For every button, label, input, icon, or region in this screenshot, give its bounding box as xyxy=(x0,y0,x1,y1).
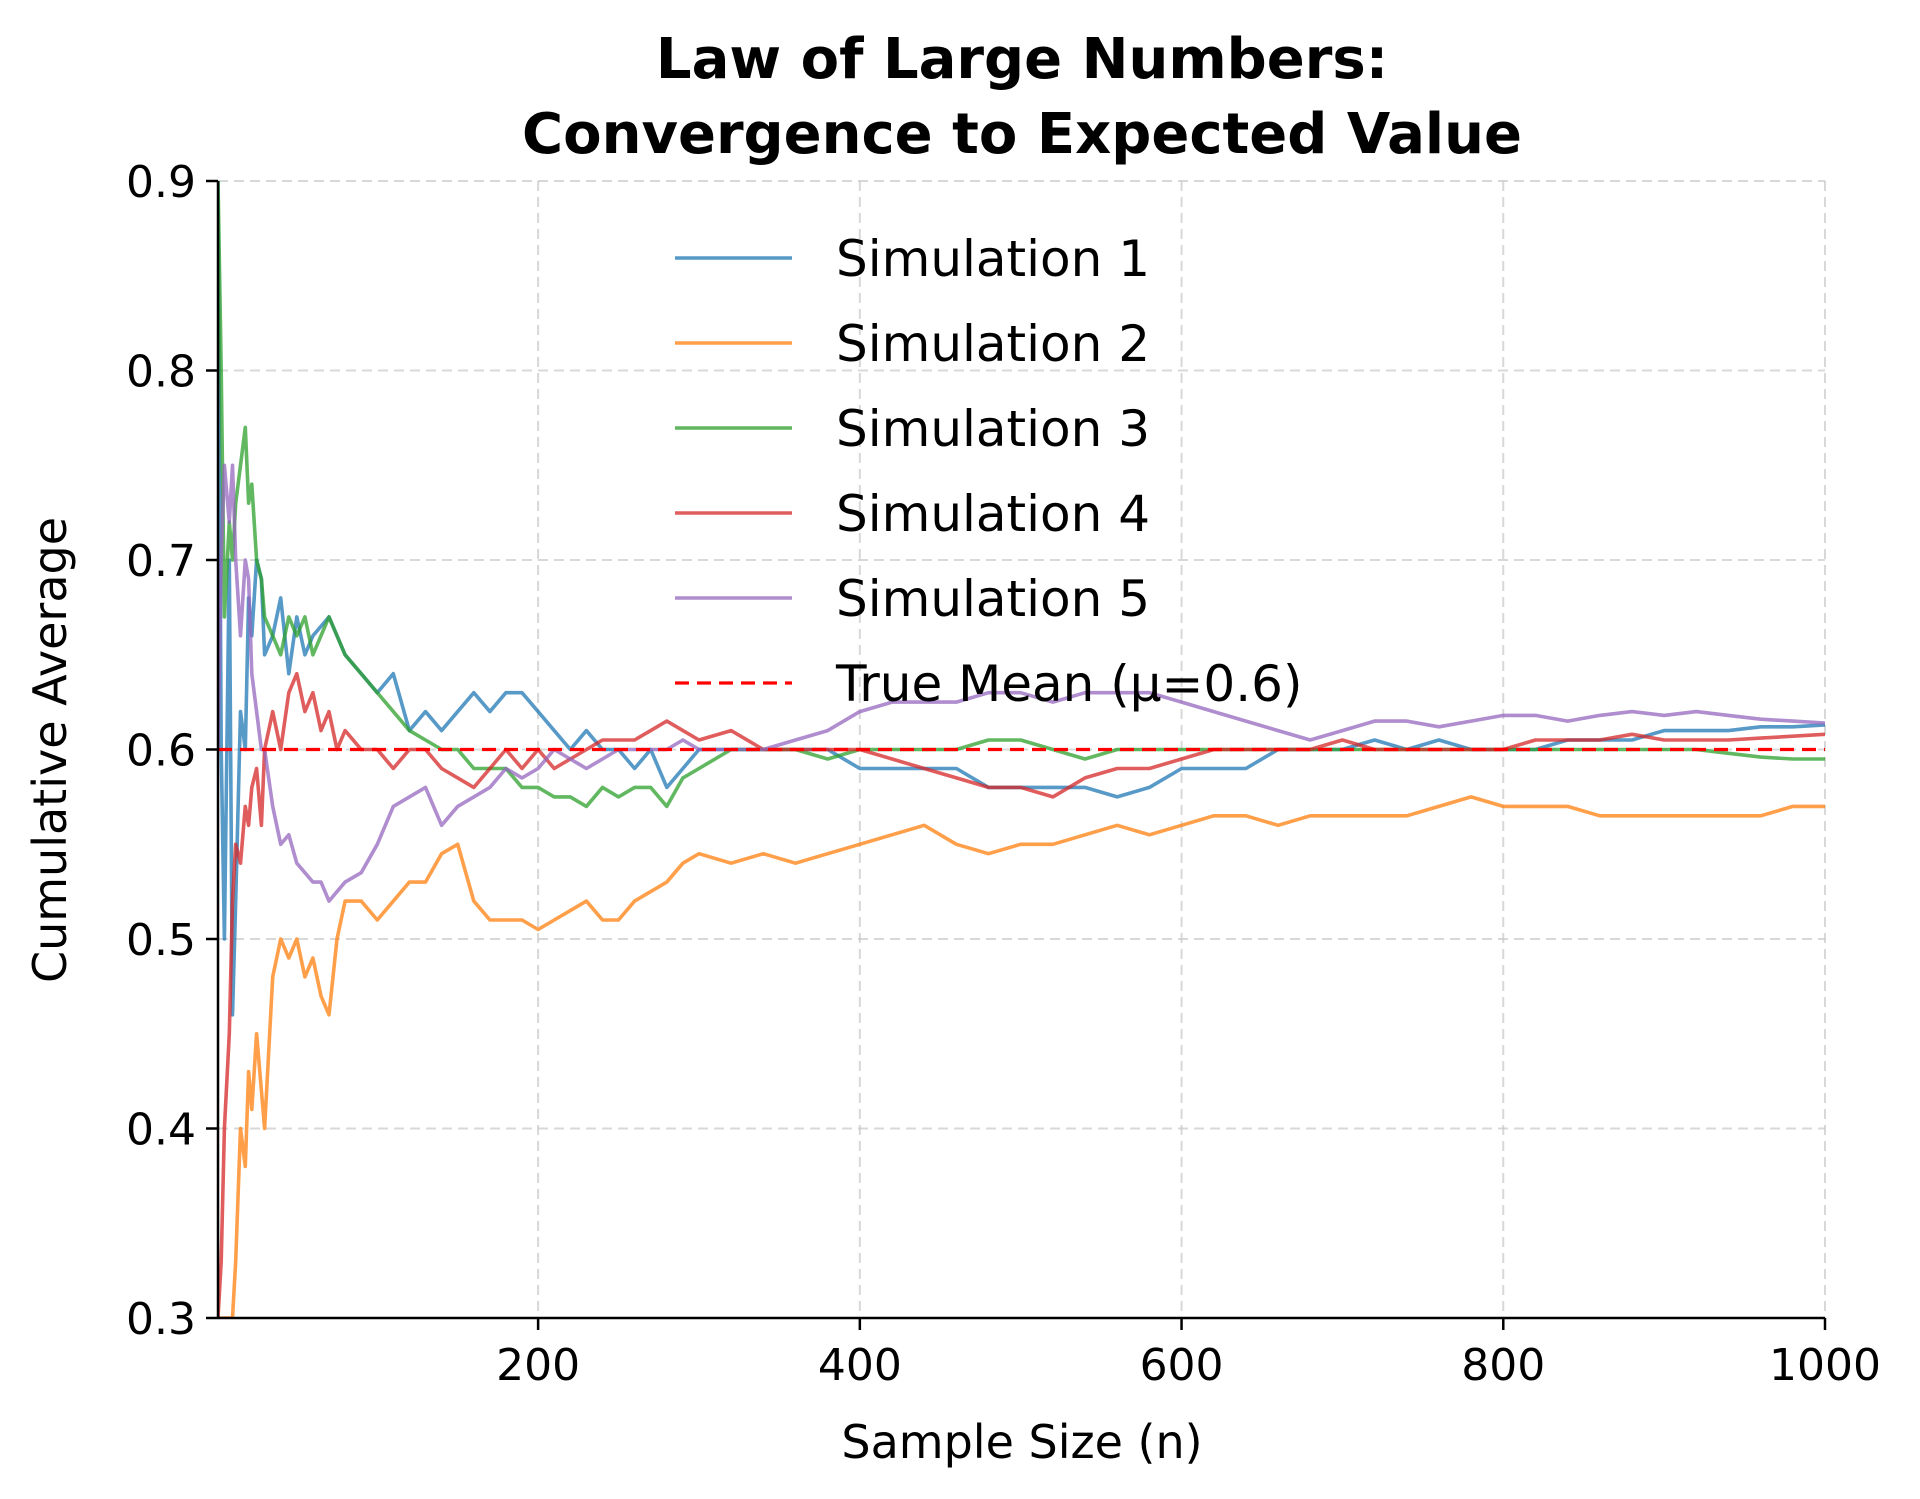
legend-label: Simulation 5 xyxy=(836,570,1150,628)
y-tick-label: 0.3 xyxy=(126,1294,196,1345)
y-tick-label: 0.5 xyxy=(126,915,196,966)
y-tick-label: 0.9 xyxy=(126,157,196,208)
legend-label: True Mean (μ=0.6) xyxy=(835,655,1302,713)
x-axis-label: Sample Size (n) xyxy=(841,1415,1202,1469)
x-tick-label: 400 xyxy=(818,1340,902,1391)
chart-title-line-1: Law of Large Numbers: xyxy=(656,27,1388,92)
legend: Simulation 1 Simulation 2 Simulation 3 Simu… xyxy=(675,230,1302,713)
y-tick-label: 0.4 xyxy=(126,1105,196,1156)
x-tick-label: 200 xyxy=(496,1340,580,1391)
x-tick-label: 600 xyxy=(1140,1340,1224,1391)
y-tick-label: 0.8 xyxy=(126,347,196,398)
legend-label: Simulation 2 xyxy=(836,315,1150,373)
series-line-simulation-4 xyxy=(218,671,1825,1318)
chart-title-line-2: Convergence to Expected Value xyxy=(522,102,1522,167)
plot-area xyxy=(218,181,1825,1318)
legend-label: Simulation 3 xyxy=(836,400,1150,458)
legend-label: Simulation 4 xyxy=(836,485,1150,543)
series-line-simulation-2 xyxy=(218,795,1825,1318)
y-axis-label: Cumulative Average xyxy=(23,517,77,983)
y-tick-label: 0.6 xyxy=(126,726,196,777)
x-tick-label: 1000 xyxy=(1769,1340,1881,1391)
y-tick-label: 0.7 xyxy=(126,536,196,587)
x-tick-label: 800 xyxy=(1461,1340,1545,1391)
legend-label: Simulation 1 xyxy=(836,230,1150,288)
ticks: 200 400 600 800 1000 0.3 0.4 0.5 0.6 0.7 0.8 0.9 xyxy=(126,157,1881,1391)
